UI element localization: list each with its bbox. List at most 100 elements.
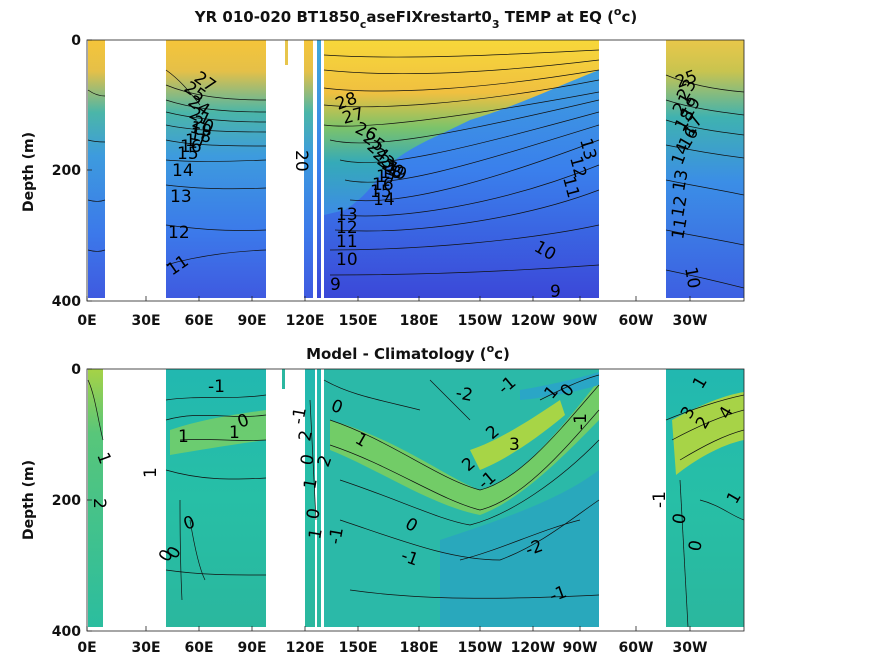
top-contour-label: 14: [172, 161, 194, 181]
top-y-tick-label: 0: [71, 33, 81, 49]
top-contour-line: [165, 139, 267, 147]
top-contour-line: [165, 124, 267, 133]
bottom-y-tick-label: 200: [52, 493, 81, 509]
top-field-strip-118e: [304, 40, 313, 298]
top-x-tick-label: 150W: [458, 313, 503, 329]
bottom-contour-line: [429, 379, 471, 421]
top-contour-label: 11: [668, 216, 691, 241]
top-contour-label: 20: [291, 150, 311, 172]
top-contour-label: 17: [376, 167, 398, 187]
top-contour-line: [349, 139, 600, 202]
bottom-x-tick-label: 30W: [673, 640, 708, 656]
bottom-contour-label: -1: [650, 491, 670, 508]
bottom-y-tick-label: 400: [52, 624, 81, 640]
top-contour-line: [344, 124, 600, 183]
bottom-field-warm-band: [330, 380, 599, 515]
top-contour-line: [323, 91, 600, 127]
bottom-contour-label: 2: [295, 429, 317, 443]
top-contour-line: [87, 139, 106, 143]
top-field-indian: [166, 40, 266, 298]
top-field-warm-pool: [324, 40, 599, 215]
bottom-contour-label: 0: [297, 453, 319, 467]
bottom-field-strip-120e: [305, 369, 315, 627]
bottom-y-tick-label: 0: [71, 362, 81, 378]
top-contour-label: 13: [336, 205, 358, 225]
top-x-tick-label: 120E: [286, 313, 325, 329]
bottom-contour-line: [179, 499, 183, 601]
top-contour-line: [665, 119, 744, 136]
top-contour-line: [665, 179, 744, 196]
top-contour-line: [329, 264, 600, 276]
top-contour-label: 10: [680, 265, 703, 290]
top-contour-line: [165, 224, 267, 231]
bottom-field-warm-core: [470, 400, 565, 470]
bottom-contour-label: 1: [229, 423, 240, 443]
bottom-contour-label: -2: [523, 536, 546, 561]
bottom-field-cool-east: [520, 372, 599, 400]
bottom-contour-label: 2: [89, 498, 109, 509]
top-y-axis-label: Depth (m): [21, 132, 37, 212]
top-contour-line: [323, 69, 600, 92]
bottom-x-tick-label: 120E: [286, 640, 325, 656]
bottom-title: Model - Climatology (oc): [306, 342, 510, 363]
bottom-contour-label: 1: [305, 527, 327, 541]
bottom-contour-line: [329, 384, 600, 491]
bottom-y-axis-label: Depth (m): [21, 460, 37, 540]
top-title: YR 010-020 BT1850caseFIXrestart03 TEMP a…: [194, 5, 637, 31]
top-contour-label: 15: [177, 144, 199, 164]
bottom-contour-label: -1: [325, 526, 348, 546]
top-contour-label: 9: [550, 282, 561, 302]
bottom-field-warm-indian: [170, 410, 266, 455]
bottom-field-strip-0e: [88, 369, 103, 627]
top-field-strip-122e: [317, 40, 321, 298]
top-contour-line: [87, 249, 106, 252]
bottom-field-cool-pool: [440, 470, 599, 627]
bottom-field: [87, 369, 744, 628]
bottom-contour-line: [189, 519, 206, 581]
top-x-tick-label: 60W: [619, 313, 654, 329]
bottom-contour-line: [679, 479, 689, 628]
bottom-x-tick-label: 90W: [563, 640, 598, 656]
top-x-ticks: 0E 30E 60E 90E 120E 150E 180E 150W 120W …: [77, 296, 707, 329]
top-contour-label: 12: [336, 218, 358, 238]
bottom-contour-line: [165, 469, 267, 480]
top-contour-line: [87, 89, 106, 97]
bottom-contour-line: [339, 439, 600, 526]
top-contour-line: [165, 111, 267, 123]
top-contour-line: [334, 189, 600, 232]
top-contour-line: [165, 69, 201, 106]
bottom-contour-label: 0: [685, 539, 707, 553]
top-contour-line: [165, 99, 267, 113]
top-contour-label: 12: [668, 194, 691, 219]
bottom-x-tick-label: 180E: [400, 640, 439, 656]
top-contour-line: [665, 144, 744, 159]
top-field-strip-110e: [285, 40, 288, 65]
top-x-tick-label: 0E: [77, 313, 96, 329]
top-contour-line: [323, 59, 600, 74]
bottom-contour-label: 0: [669, 512, 691, 526]
top-contour-line: [665, 99, 744, 116]
bottom-contour-line: [87, 379, 104, 441]
bottom-contour-label: 1: [178, 427, 189, 447]
top-x-tick-label: 150E: [339, 313, 378, 329]
top-contour-labels: 27 25 24 21 20 19 18 17 16 15 14 13 12 1…: [163, 67, 707, 302]
top-contour-line: [329, 224, 600, 251]
top-contour-label: 15: [370, 182, 392, 202]
top-contour-line: [165, 159, 267, 162]
top-y-tick-label: 400: [52, 294, 81, 310]
bottom-x-tick-label: 60E: [184, 640, 213, 656]
top-contour-label: 9: [330, 275, 341, 295]
top-contour-label: 18: [188, 124, 213, 147]
bottom-x-tick-label: 0E: [77, 640, 96, 656]
top-x-tick-label: 90W: [563, 313, 598, 329]
bottom-contour-line: [349, 589, 600, 599]
bottom-contour-label: 0: [303, 507, 325, 521]
bottom-contour-label: 3: [509, 435, 520, 455]
bottom-contour-line: [323, 379, 421, 411]
bottom-contour-line: [165, 569, 267, 576]
bottom-contour-line: [665, 394, 744, 421]
top-contours: [87, 49, 744, 289]
bottom-contour-line: [165, 394, 267, 401]
bottom-contour-label: -1: [571, 413, 591, 430]
